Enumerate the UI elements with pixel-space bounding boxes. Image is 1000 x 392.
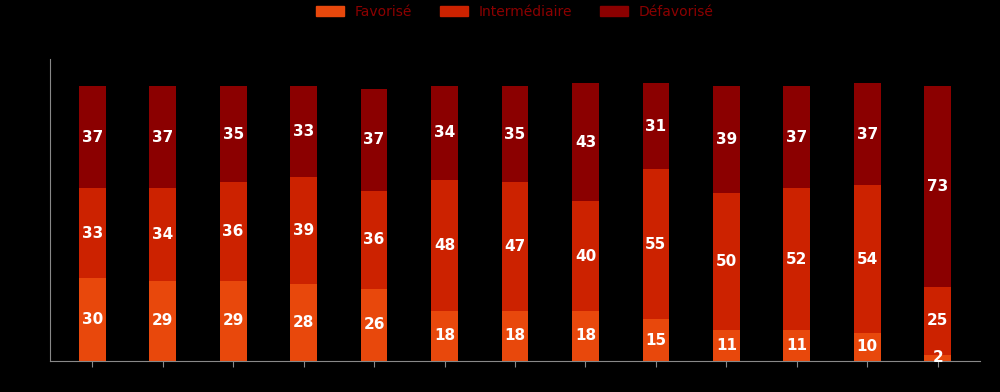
Bar <box>431 180 458 311</box>
Text: 39: 39 <box>716 132 737 147</box>
Text: 18: 18 <box>434 328 455 343</box>
Bar <box>572 83 599 201</box>
Bar <box>79 278 106 361</box>
Bar <box>502 182 528 311</box>
Text: 33: 33 <box>293 124 314 139</box>
Text: 52: 52 <box>786 252 808 267</box>
Bar <box>79 86 106 188</box>
Bar <box>220 182 247 281</box>
Bar <box>924 355 951 361</box>
Text: 35: 35 <box>504 127 526 142</box>
Bar <box>502 86 528 182</box>
Text: 34: 34 <box>434 125 455 140</box>
Text: 39: 39 <box>293 223 314 238</box>
Bar <box>713 86 740 193</box>
Text: 54: 54 <box>857 252 878 267</box>
Bar <box>149 86 176 188</box>
Text: 37: 37 <box>152 129 173 145</box>
Bar <box>431 86 458 180</box>
Text: 73: 73 <box>927 179 948 194</box>
Text: 37: 37 <box>786 129 807 145</box>
Text: 35: 35 <box>223 127 244 142</box>
Text: 36: 36 <box>363 232 385 247</box>
Bar <box>713 193 740 330</box>
Bar <box>854 83 881 185</box>
Text: 37: 37 <box>82 129 103 145</box>
Text: 11: 11 <box>786 338 807 353</box>
Bar <box>643 83 669 169</box>
Text: 25: 25 <box>927 313 948 328</box>
Bar <box>643 169 669 319</box>
Text: 29: 29 <box>152 313 173 328</box>
Bar <box>924 287 951 355</box>
Text: 11: 11 <box>716 338 737 353</box>
Bar <box>783 188 810 330</box>
Bar <box>361 289 387 361</box>
Bar <box>783 86 810 188</box>
Text: 30: 30 <box>82 312 103 327</box>
Text: 18: 18 <box>504 328 526 343</box>
Bar <box>290 284 317 361</box>
Bar <box>431 311 458 361</box>
Bar <box>854 333 881 361</box>
Text: 40: 40 <box>575 249 596 264</box>
Text: 26: 26 <box>363 318 385 332</box>
Text: 31: 31 <box>645 118 666 134</box>
Bar <box>572 201 599 311</box>
Text: 43: 43 <box>575 135 596 150</box>
Text: 29: 29 <box>222 313 244 328</box>
Bar <box>783 330 810 361</box>
Text: 36: 36 <box>222 224 244 239</box>
Text: 33: 33 <box>82 225 103 241</box>
Text: 55: 55 <box>645 236 667 252</box>
Text: 2: 2 <box>932 350 943 365</box>
Text: 18: 18 <box>575 328 596 343</box>
Text: 28: 28 <box>293 315 314 330</box>
Text: 37: 37 <box>363 132 385 147</box>
Bar <box>220 281 247 361</box>
Bar <box>220 86 247 182</box>
Legend: Favorisé, Intermédiaire, Défavorisé: Favorisé, Intermédiaire, Défavorisé <box>310 0 720 24</box>
Bar <box>643 319 669 361</box>
Text: 37: 37 <box>857 127 878 142</box>
Bar <box>924 86 951 287</box>
Bar <box>361 89 387 191</box>
Text: 47: 47 <box>504 239 526 254</box>
Bar <box>290 86 317 177</box>
Bar <box>854 185 881 333</box>
Text: 48: 48 <box>434 238 455 253</box>
Text: 34: 34 <box>152 227 173 242</box>
Bar <box>361 191 387 289</box>
Bar <box>713 330 740 361</box>
Text: 50: 50 <box>716 254 737 269</box>
Bar <box>79 188 106 278</box>
Bar <box>290 177 317 284</box>
Text: 15: 15 <box>645 332 666 348</box>
Text: 10: 10 <box>857 339 878 354</box>
Bar <box>149 281 176 361</box>
Bar <box>502 311 528 361</box>
Bar <box>572 311 599 361</box>
Bar <box>149 188 176 281</box>
